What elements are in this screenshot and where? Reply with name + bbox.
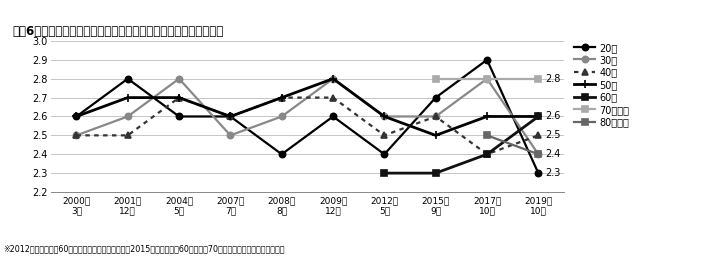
- 40代: [431, 115, 440, 118]
- 40代: [534, 134, 543, 137]
- 40代: [380, 134, 388, 137]
- 20代: [278, 153, 286, 156]
- 60代: [534, 115, 543, 118]
- 70歳以上: [431, 77, 440, 80]
- 30代: [534, 153, 543, 156]
- 50代: [226, 115, 235, 118]
- 20代: [72, 115, 80, 118]
- Text: ※2012年調査まで　60歳以上」としていた区分を、2015年調査から　60代」と、70歳以上」に分けて集計している: ※2012年調査まで 60歳以上」としていた区分を、2015年調査から 60代」…: [4, 244, 285, 253]
- Text: 2.5: 2.5: [545, 130, 560, 140]
- Line: 30代: 30代: [73, 76, 541, 157]
- 50代: [175, 96, 183, 99]
- 40代: [278, 96, 286, 99]
- 30代: [278, 115, 286, 118]
- 30代: [329, 77, 337, 80]
- 50代: [431, 134, 440, 137]
- Line: 70歳以上: 70歳以上: [433, 76, 541, 82]
- 30代: [123, 115, 132, 118]
- Line: 40代: 40代: [73, 94, 541, 157]
- 50代: [329, 77, 337, 80]
- 40代: [329, 96, 337, 99]
- 50代: [72, 115, 80, 118]
- 40代: [123, 134, 132, 137]
- 20代: [483, 58, 491, 61]
- Line: 20代: 20代: [73, 57, 541, 176]
- Text: 2.3: 2.3: [545, 168, 560, 178]
- Text: 2.8: 2.8: [545, 74, 560, 84]
- 50代: [123, 96, 132, 99]
- 20代: [534, 172, 543, 175]
- 40代: [72, 134, 80, 137]
- 20代: [123, 77, 132, 80]
- 60代: [483, 153, 491, 156]
- 20代: [380, 153, 388, 156]
- 70歳以上: [483, 77, 491, 80]
- 40代: [483, 153, 491, 156]
- Line: 60代: 60代: [381, 113, 541, 176]
- 80歳以上: [483, 134, 491, 137]
- Text: 2.6: 2.6: [545, 111, 560, 122]
- Text: 図表6　信頼感：マスコミ・報道機関の平均評点の推移【年代別】: 図表6 信頼感：マスコミ・報道機関の平均評点の推移【年代別】: [12, 25, 223, 38]
- 30代: [72, 134, 80, 137]
- 80歳以上: [534, 153, 543, 156]
- 20代: [226, 115, 235, 118]
- 30代: [175, 77, 183, 80]
- 30代: [431, 115, 440, 118]
- 30代: [380, 115, 388, 118]
- 20代: [175, 115, 183, 118]
- 50代: [278, 96, 286, 99]
- 70歳以上: [534, 77, 543, 80]
- Line: 80歳以上: 80歳以上: [484, 132, 541, 157]
- 50代: [380, 115, 388, 118]
- 30代: [483, 77, 491, 80]
- 20代: [431, 96, 440, 99]
- Text: 2.4: 2.4: [545, 149, 560, 159]
- 20代: [329, 115, 337, 118]
- Line: 50代: 50代: [72, 74, 543, 140]
- 50代: [534, 115, 543, 118]
- 50代: [483, 115, 491, 118]
- 40代: [175, 96, 183, 99]
- 60代: [431, 172, 440, 175]
- 30代: [226, 134, 235, 137]
- 60代: [380, 172, 388, 175]
- 40代: [226, 115, 235, 118]
- Legend: 20代, 30代, 40代, 50代, 60代, 70歳以上, 80歳以上: 20代, 30代, 40代, 50代, 60代, 70歳以上, 80歳以上: [574, 43, 630, 127]
